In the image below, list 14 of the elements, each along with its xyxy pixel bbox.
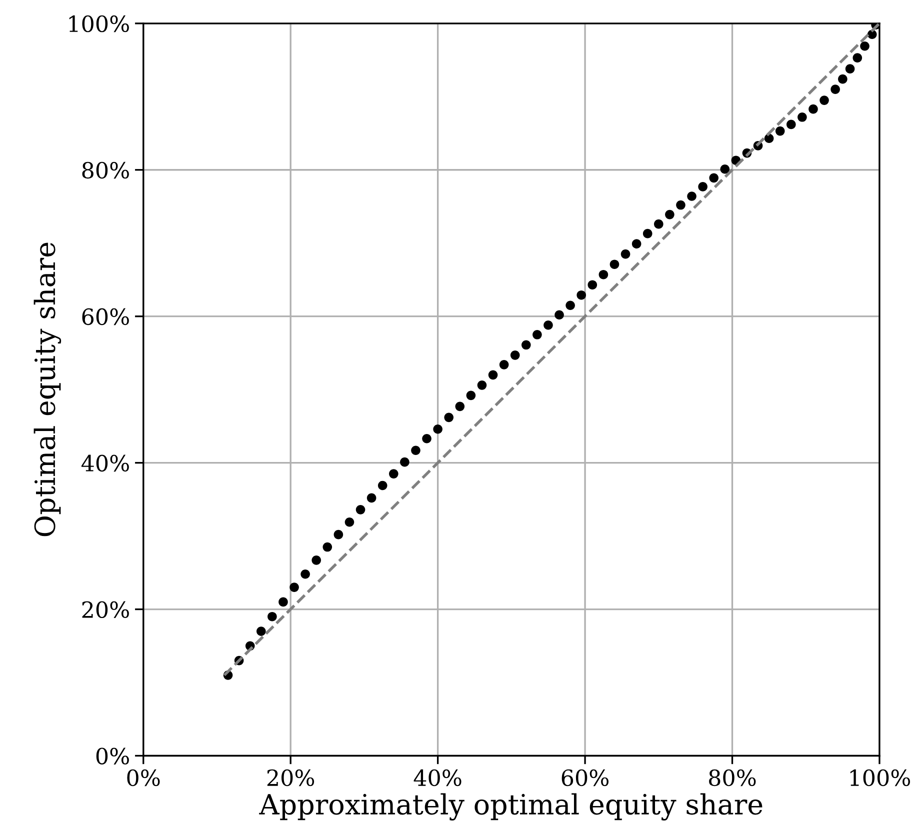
y-axis-title: Optimal equity share <box>34 242 62 536</box>
x-axis-title: Approximately optimal equity share <box>259 793 762 820</box>
x-tick-label: 80% <box>709 769 756 786</box>
x-tick-label: 20% <box>267 769 314 786</box>
y-tick-label: 80% <box>82 162 129 179</box>
x-tick-label: 100% <box>850 769 910 786</box>
x-tick-label: 60% <box>562 769 609 786</box>
x-tick-label: 40% <box>414 769 462 786</box>
y-tick-label: 0% <box>96 748 129 765</box>
y-tick-label: 60% <box>82 308 129 326</box>
x-tick-label: 0% <box>127 769 160 786</box>
y-tick-label: 40% <box>81 454 129 472</box>
y-tick-label: 20% <box>82 601 129 618</box>
y-tick-label: 100% <box>69 15 129 32</box>
